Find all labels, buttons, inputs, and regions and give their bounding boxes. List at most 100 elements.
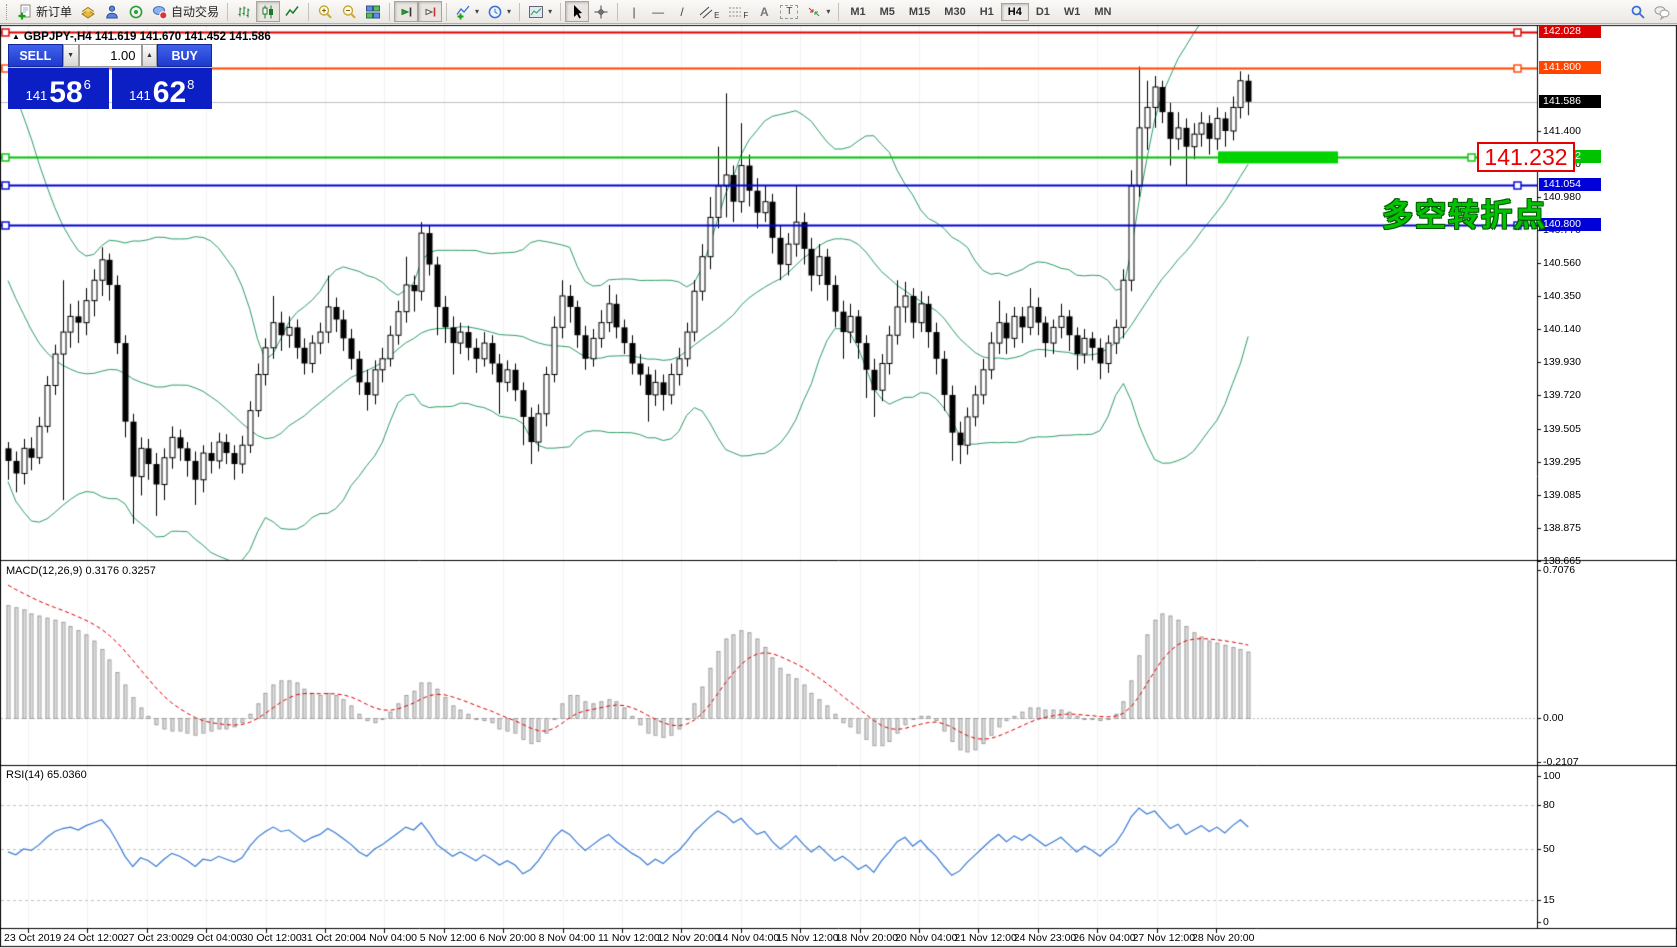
toolbar-separator [838,2,840,21]
search-button[interactable] [1626,1,1650,22]
add-indicator-icon [456,5,470,19]
crosshair-icon [594,5,608,18]
navigator-icon [129,5,143,18]
text-button[interactable]: A [752,1,776,22]
line-chart-button[interactable] [280,1,304,22]
cursor-icon [574,4,583,18]
timeframe-group: M1 M5 M15 M30 H1 H4 D1 W1 MN [843,2,1118,21]
sell-price-prefix: 141 [25,88,48,103]
new-order-label: 新订单 [36,5,73,19]
dropdown-caret-icon: ▾ [507,7,512,16]
toolbar: 新订单 自动交易 ▾ ▾ [0,0,1677,24]
dropdown-caret-icon: ▾ [475,7,480,16]
buy-price-pip: 8 [187,77,195,92]
chart-shift-button[interactable] [418,1,443,22]
periods-button[interactable]: ▾ [483,1,515,22]
zoom-in-button[interactable] [313,1,337,22]
autotrading-icon [152,5,168,19]
horizontal-line-button[interactable]: — [646,1,670,22]
auto-scroll-button[interactable] [394,1,419,22]
new-order-icon [18,4,31,19]
fibonacci-button[interactable]: F [723,1,752,22]
timeframe-button-M1[interactable]: M1 [843,3,872,21]
text-label-icon: T [780,4,799,19]
volume-decrease-button[interactable]: ▼ [62,44,79,67]
bar-chart-icon [238,6,250,17]
timeframe-button-H4[interactable]: H4 [1000,3,1029,21]
search-icon [1631,5,1645,19]
profiles-button[interactable] [100,1,124,22]
zoom-in-icon [318,4,332,18]
chat-icon [1654,5,1670,20]
volume-input[interactable] [78,44,142,67]
chart-shift-icon [425,7,436,16]
toolbar-separator [227,2,229,21]
timeframe-button-M5[interactable]: M5 [873,3,902,21]
volume-increase-button[interactable]: ▲ [141,44,158,67]
crosshair-button[interactable] [589,1,613,22]
buy-button[interactable]: BUY [157,44,212,67]
channel-button[interactable]: E [694,1,723,22]
toolbar-separator [519,2,521,21]
bar-chart-button[interactable] [232,1,256,22]
timeframe-button-M30[interactable]: M30 [937,3,972,21]
autotrading-button[interactable]: 自动交易 [148,1,223,22]
buy-quote[interactable]: 141 62 8 [111,68,212,109]
fibo-sub-label: F [743,11,749,20]
trendline-icon: / [680,4,684,19]
sell-price-pip: 6 [83,77,91,92]
template-icon [529,5,544,18]
channel-sub-label: E [714,11,720,20]
timeframe-button-W1[interactable]: W1 [1057,3,1088,21]
toolbar-separator [308,2,310,21]
buy-price-prefix: 141 [129,88,151,103]
timeframe-button-D1[interactable]: D1 [1029,3,1057,21]
horizontal-line-icon: — [652,4,665,19]
toolbar-separator [617,2,619,21]
candlestick-chart-button[interactable] [256,1,281,22]
vertical-line-button[interactable]: | [622,1,646,22]
tile-windows-icon [366,5,381,18]
market-watch-icon [81,6,95,19]
arrows-button[interactable]: ▾ [802,1,834,22]
sell-button[interactable]: SELL [8,44,63,67]
tile-windows-button[interactable] [361,1,385,22]
candlestick-chart-icon [262,5,274,18]
navigator-button[interactable] [124,1,148,22]
profile-icon [106,5,118,18]
equidistant-channel-icon [699,6,713,18]
timeframe-button-M15[interactable]: M15 [902,3,937,21]
line-chart-icon [285,5,299,16]
templates-button[interactable]: ▾ [524,1,556,22]
text-label-button[interactable]: T [776,1,802,22]
dropdown-caret-icon: ▾ [826,7,831,16]
market-watch-button[interactable] [76,1,100,22]
zoom-out-icon [342,4,356,18]
clock-icon [488,5,502,18]
timeframe-button-H1[interactable]: H1 [973,3,1001,21]
new-order-button[interactable]: 新订单 [13,1,76,22]
toolbar-separator [446,2,448,21]
indicators-button[interactable]: ▾ [451,1,483,22]
fibonacci-icon [729,7,742,16]
dropdown-caret-icon: ▾ [548,7,553,16]
arrows-icon [808,7,820,16]
auto-scroll-icon [401,7,412,16]
toolbar-separator [389,2,391,21]
cursor-button[interactable] [565,1,590,22]
sell-quote[interactable]: 141 58 6 [8,68,109,109]
chat-button[interactable] [1650,1,1674,22]
timeframe-button-MN[interactable]: MN [1087,3,1118,21]
toolbar-grip [6,3,10,20]
trendline-button[interactable]: / [670,1,694,22]
trade-panel-quotes: 141 58 6 141 62 8 [8,68,212,109]
trade-panel-controls: SELL ▼ ▲ BUY [8,44,212,67]
text-icon: A [759,4,769,19]
autotrading-label: 自动交易 [171,5,220,19]
sell-price-main: 58 [49,76,83,110]
toolbar-separator [560,2,562,21]
vertical-line-icon: | [632,4,636,19]
zoom-out-button[interactable] [337,1,361,22]
